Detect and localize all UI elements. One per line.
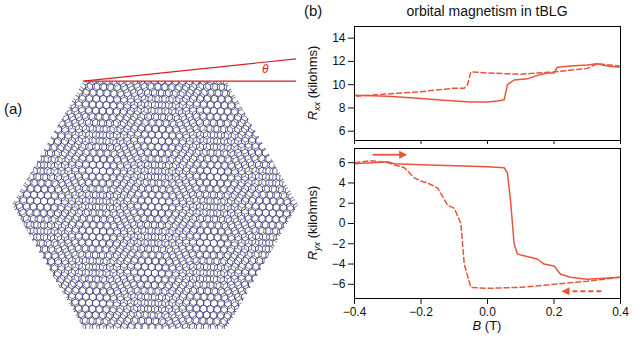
svg-text:Ryx (kilohms): Ryx (kilohms): [305, 186, 322, 261]
svg-text:B (T): B (T): [473, 318, 502, 333]
html-text:(a): (a): [4, 100, 23, 117]
svg-text:−2: −2: [332, 237, 346, 251]
svg-text:6: 6: [339, 156, 346, 170]
svg-text:12: 12: [332, 54, 346, 68]
svg-text:−0.2: −0.2: [409, 305, 433, 319]
svg-text:−6: −6: [332, 277, 346, 291]
svg-text:6: 6: [339, 124, 346, 138]
svg-text:4: 4: [339, 176, 346, 190]
svg-text:2: 2: [339, 196, 346, 210]
svg-text:−4: −4: [332, 257, 346, 271]
svg-text:10: 10: [332, 78, 346, 92]
svg-text:0.4: 0.4: [612, 305, 629, 319]
svg-text:θ: θ: [262, 62, 269, 76]
svg-text:8: 8: [339, 101, 346, 115]
svg-text:Rxx (kilohms): Rxx (kilohms): [305, 46, 322, 121]
html-text:(b): (b): [304, 2, 323, 19]
svg-text:0.2: 0.2: [546, 305, 563, 319]
html-text:orbital magnetism in tBLG: orbital magnetism in tBLG: [406, 3, 568, 19]
svg-text:0: 0: [339, 216, 346, 230]
svg-text:−0.4: −0.4: [343, 305, 367, 319]
svg-text:14: 14: [332, 31, 346, 45]
svg-text:0.0: 0.0: [479, 305, 496, 319]
